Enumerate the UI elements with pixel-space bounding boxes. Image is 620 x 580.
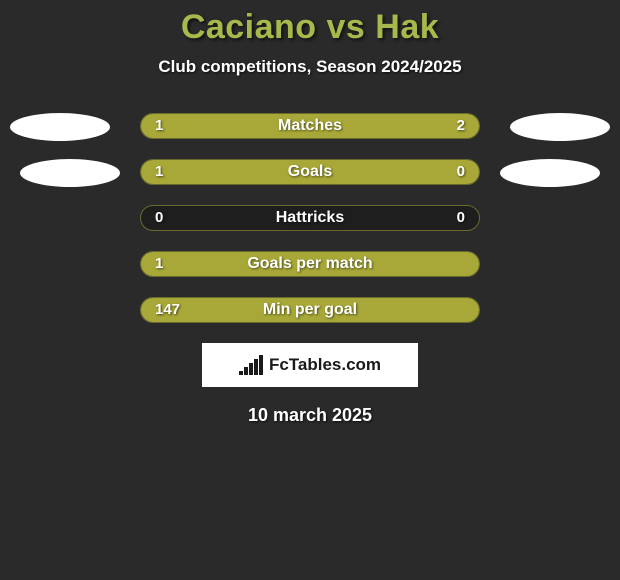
stat-bar-track: 1Goals per match	[140, 251, 480, 277]
stat-bar-track: 12Matches	[140, 113, 480, 139]
stat-row: 10Goals	[0, 159, 620, 187]
stat-label: Min per goal	[141, 298, 479, 322]
player-avatar-left	[20, 159, 120, 187]
stat-label: Matches	[141, 114, 479, 138]
player-avatar-right	[510, 113, 610, 141]
stat-row: 1Goals per match	[0, 251, 620, 279]
stat-row: 00Hattricks	[0, 205, 620, 233]
stat-row: 12Matches	[0, 113, 620, 141]
stat-bar-track: 147Min per goal	[140, 297, 480, 323]
brand-bars-icon	[239, 355, 265, 375]
stat-label: Hattricks	[141, 206, 479, 230]
brand-text: FcTables.com	[269, 355, 381, 375]
stat-row: 147Min per goal	[0, 297, 620, 325]
infographic-container: Caciano vs Hak Club competitions, Season…	[0, 0, 620, 426]
stat-rows: 12Matches 10Goals 00Hattricks 1Goals per ma…	[0, 113, 620, 325]
stat-bar-track: 10Goals	[140, 159, 480, 185]
player-avatar-left	[10, 113, 110, 141]
player-avatar-right	[500, 159, 600, 187]
date-label: 10 march 2025	[0, 405, 620, 426]
brand-box: FcTables.com	[202, 343, 418, 387]
stat-label: Goals per match	[141, 252, 479, 276]
stat-bar-track: 00Hattricks	[140, 205, 480, 231]
stat-label: Goals	[141, 160, 479, 184]
page-title: Caciano vs Hak	[0, 8, 620, 47]
subtitle: Club competitions, Season 2024/2025	[0, 57, 620, 77]
